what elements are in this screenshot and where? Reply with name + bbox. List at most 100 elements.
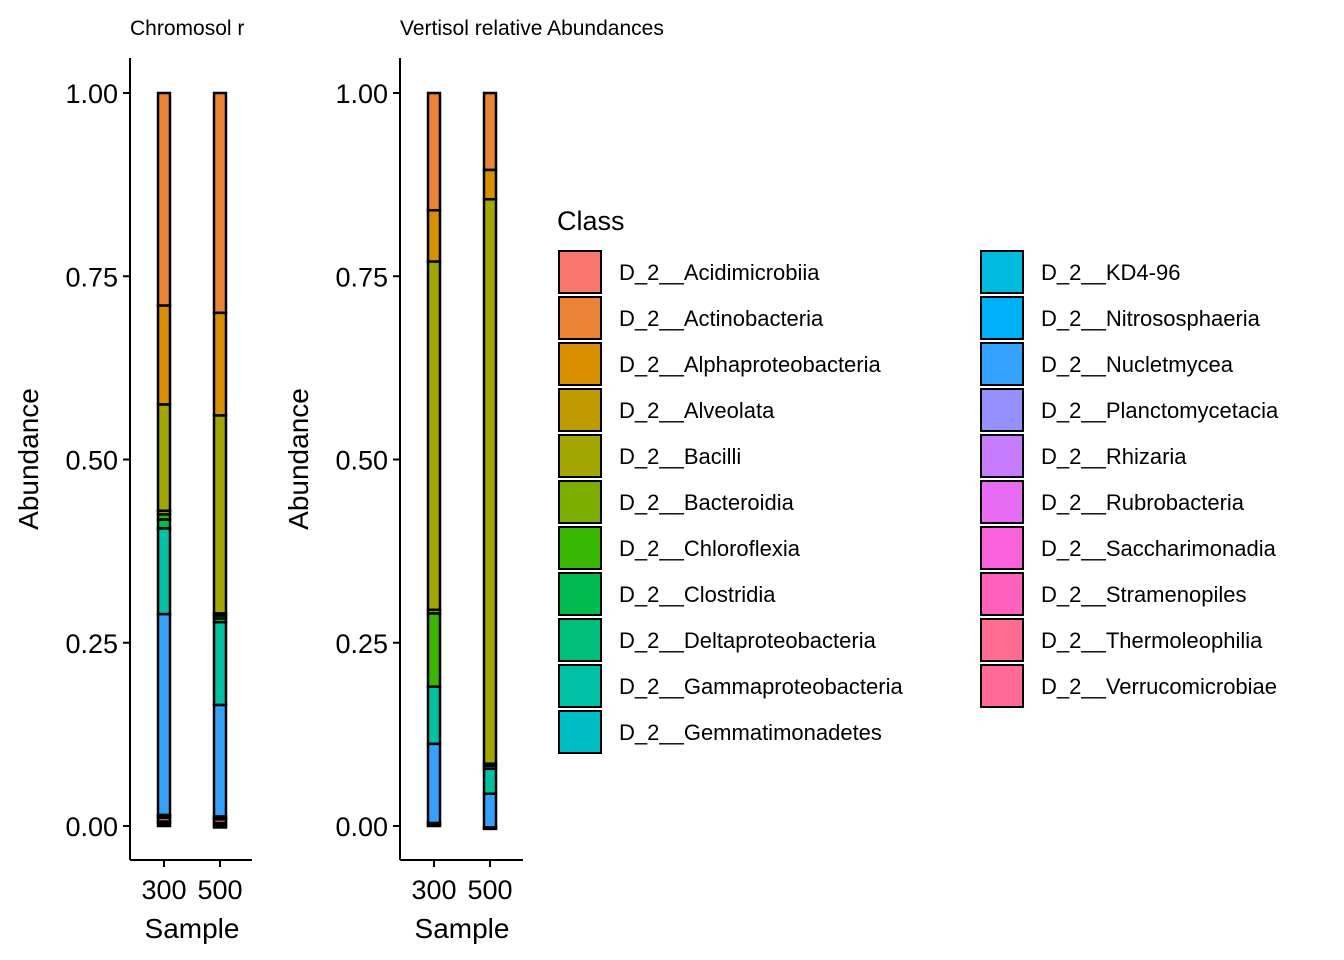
legend-key (980, 618, 1024, 662)
vertisol-bar-segment-300-d2nucletmycea (426, 742, 442, 825)
chromosol-panel: Chromosol r 0.000.250.500.751.00 300 500 … (13, 17, 252, 944)
legend-key (980, 480, 1024, 524)
vertisol-y-tick-label: 0.00 (335, 812, 388, 842)
chromosol-bar-segment-300-d2actinobacteria (156, 91, 172, 307)
chromosol-bar-segment-300-d2bacilli (156, 403, 172, 513)
legend-key (980, 388, 1024, 432)
legend-label: D_2__Alphaproteobacteria (619, 352, 882, 377)
legend-label: D_2__Bacteroidia (619, 490, 795, 515)
legend-key (558, 618, 602, 662)
vertisol-bar-segment-500-d2alphaproteobacteria (482, 168, 498, 201)
legend-key (980, 342, 1024, 386)
vertisol-y-tick-label: 1.00 (335, 79, 388, 109)
chromosol-bar-segment-500-d2nucletmycea (212, 703, 228, 818)
legend-key (558, 388, 602, 432)
legend-label: D_2__Clostridia (619, 582, 776, 607)
vertisol-panel: Vertisol relative Abundances 0.00 0.25 0.5… (283, 17, 664, 944)
legend-label: D_2__Gammaproteobacteria (619, 674, 903, 699)
legend-key (558, 434, 602, 478)
legend-label: D_2__Bacilli (619, 444, 741, 469)
vertisol-bar-segment-500-d2actinobacteria (482, 91, 498, 172)
chromosol-bar-segment-500-d2gammaproteobacteria (212, 620, 228, 707)
legend-key (980, 572, 1024, 616)
chromosol-bars (156, 91, 228, 829)
vertisol-bar-segment-300-d2actinobacteria (426, 91, 442, 212)
chromosol-bar-segment-300-d2alphaproteobacteria (156, 304, 172, 406)
chromosol-bar-segment-300-d2nucletmycea (156, 612, 172, 817)
vertisol-y-tick-label: 0.50 (335, 446, 388, 476)
chromosol-y-ticks: 0.00 0.25 0.50 0.75 1.00 (65, 79, 130, 842)
legend-key (980, 664, 1024, 708)
legend-entries: D_2__Acidimicrobiia D_2__Actinobacteria D_… (558, 250, 1279, 754)
legend-key (980, 250, 1024, 294)
chromosol-bar-segment-500-d2bacilli (212, 414, 228, 615)
vertisol-title: Vertisol relative Abundances (400, 17, 664, 40)
legend-key (980, 296, 1024, 340)
vertisol-y-axis-label: Abundance (283, 388, 314, 530)
vertisol-bar-segment-300-d2gammaproteobacteria (426, 685, 442, 746)
vertisol-y-tick-label: 0.75 (335, 262, 388, 292)
legend-key (558, 526, 602, 570)
vertisol-bar-segment-300-d2alphaproteobacteria (426, 209, 442, 263)
vertisol-x-ticks: 300 500 (411, 860, 513, 905)
vertisol-x-axis-label: Sample (415, 913, 510, 944)
chromosol-y-tick-label: 0.75 (65, 262, 118, 292)
legend-key (980, 434, 1024, 478)
vertisol-bar-segment-300-d2thermoleophilia (426, 823, 442, 828)
legend-key (558, 296, 602, 340)
chromosol-bar-segment-300-d2gammaproteobacteria (156, 527, 172, 616)
chromosol-y-tick-label: 0.00 (65, 812, 118, 842)
chromosol-bar-segment-500-d2alphaproteobacteria (212, 311, 228, 417)
vertisol-y-ticks: 0.00 0.25 0.50 0.75 1.00 (335, 79, 400, 842)
legend-label: D_2__Alveolata (619, 398, 775, 423)
legend-key (558, 342, 602, 386)
chromosol-bar-segment-500-d2verrucomicrobiae (212, 824, 228, 829)
legend-label: D_2__Nitrososphaeria (1041, 306, 1261, 331)
legend-label: D_2__KD4-96 (1041, 260, 1180, 285)
legend-label: D_2__Saccharimonadia (1041, 536, 1277, 561)
legend-label: D_2__Gemmatimonadetes (619, 720, 882, 745)
legend-key (558, 710, 602, 754)
chromosol-x-axis-label: Sample (145, 913, 240, 944)
chromosol-x-tick-label: 500 (197, 875, 242, 905)
chromosol-x-ticks: 300 500 (141, 860, 243, 905)
vertisol-y-tick-label: 0.25 (335, 629, 388, 659)
legend-label: D_2__Acidimicrobiia (619, 260, 820, 285)
legend-label: D_2__Verrucomicrobiae (1041, 674, 1277, 699)
vertisol-bar-segment-500-d2gammaproteobacteria (482, 767, 498, 795)
legend-title: Class (557, 206, 625, 236)
vertisol-bar-segment-300-d2bacilli (426, 260, 442, 612)
vertisol-bars (426, 91, 498, 831)
vertisol-x-tick-label: 500 (467, 875, 512, 905)
chromosol-y-tick-label: 0.50 (65, 446, 118, 476)
legend-label: D_2__Nucletmycea (1041, 352, 1234, 377)
legend-label: D_2__Deltaproteobacteria (619, 628, 877, 653)
chromosol-title: Chromosol r (130, 17, 244, 40)
vertisol-bar-segment-500-d2bacilli (482, 198, 498, 765)
legend-label: D_2__Planctomycetacia (1041, 398, 1279, 423)
chromosol-bar-segment-300-d2verrucomicrobiae (156, 822, 172, 828)
legend-label: D_2__Stramenopiles (1041, 582, 1246, 607)
legend-key (558, 480, 602, 524)
chromosol-y-axis-label: Abundance (13, 388, 44, 530)
legend-label: D_2__Rhizaria (1041, 444, 1187, 469)
legend-key (558, 664, 602, 708)
legend-label: D_2__Chloroflexia (619, 536, 801, 561)
chromosol-y-tick-label: 0.25 (65, 629, 118, 659)
legend-key (558, 250, 602, 294)
legend-key (558, 572, 602, 616)
legend-label: D_2__Rubrobacteria (1041, 490, 1245, 515)
vertisol-bar-segment-500-d2nucletmycea (482, 792, 498, 829)
vertisol-bar-segment-500-d2thermoleophilia (482, 826, 498, 831)
vertisol-bar-segment-300-d2chloroflexia (426, 612, 442, 688)
chromosol-bar-segment-500-d2actinobacteria (212, 91, 228, 315)
vertisol-x-tick-label: 300 (411, 875, 456, 905)
chromosol-x-tick-label: 300 (141, 875, 186, 905)
chromosol-bar-segment-300-d2clostridia (156, 518, 172, 530)
chromosol-y-tick-label: 1.00 (65, 79, 118, 109)
legend: Class D_2__Acidimicrobiia D_2__Actinobact… (557, 206, 1279, 754)
legend-label: D_2__Thermoleophilia (1041, 628, 1263, 653)
legend-key (980, 526, 1024, 570)
legend-label: D_2__Actinobacteria (619, 306, 824, 331)
